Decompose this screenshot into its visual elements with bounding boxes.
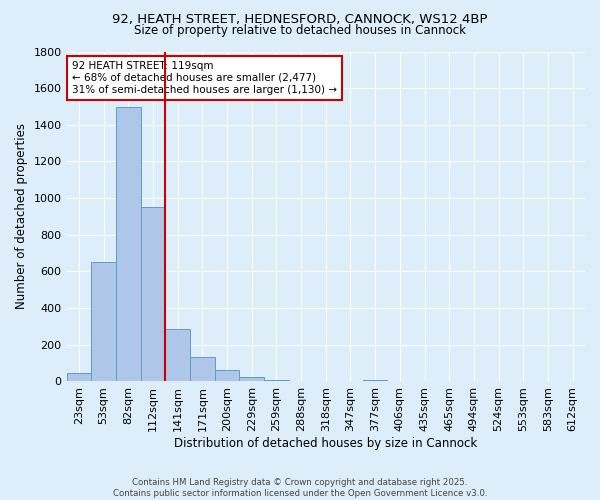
Bar [165, 329, 190, 382]
Text: Contains HM Land Registry data © Crown copyright and database right 2025.
Contai: Contains HM Land Registry data © Crown c… [113, 478, 487, 498]
Bar [289, 381, 313, 382]
Text: 92, HEATH STREET, HEDNESFORD, CANNOCK, WS12 4BP: 92, HEATH STREET, HEDNESFORD, CANNOCK, W… [112, 12, 488, 26]
Text: 92 HEATH STREET: 119sqm
← 68% of detached houses are smaller (2,477)
31% of semi: 92 HEATH STREET: 119sqm ← 68% of detache… [72, 62, 337, 94]
Y-axis label: Number of detached properties: Number of detached properties [15, 124, 28, 310]
Text: Size of property relative to detached houses in Cannock: Size of property relative to detached ho… [134, 24, 466, 37]
X-axis label: Distribution of detached houses by size in Cannock: Distribution of detached houses by size … [174, 437, 478, 450]
Bar [116, 107, 140, 382]
Bar [140, 207, 165, 382]
Bar [190, 356, 215, 382]
Bar [91, 262, 116, 382]
Bar [239, 377, 264, 382]
Bar [264, 380, 289, 382]
Bar [215, 370, 239, 382]
Bar [363, 380, 388, 382]
Bar [67, 373, 91, 382]
